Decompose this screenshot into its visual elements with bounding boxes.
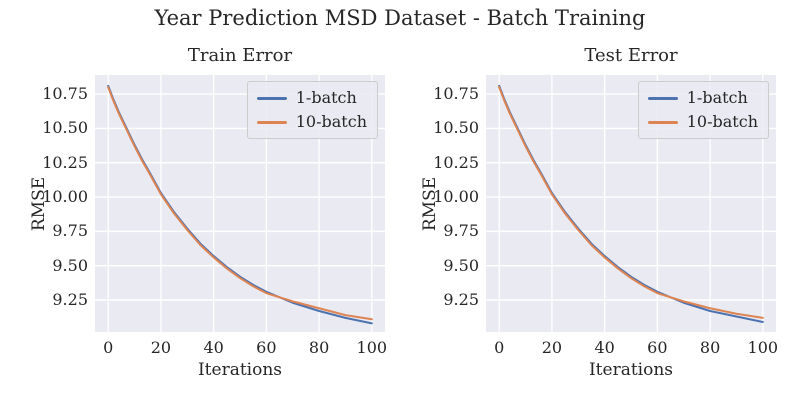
legend-item: 1-batch xyxy=(647,88,758,107)
y-tick-label: 10.25 xyxy=(42,152,88,172)
x-tick-label: 100 xyxy=(356,338,388,357)
plot-area: 1-batch 10-batch xyxy=(486,75,776,332)
x-tick-label: 60 xyxy=(647,338,668,357)
y-tick-label: 9.25 xyxy=(52,290,88,309)
x-tick-label: 60 xyxy=(256,338,277,357)
x-tick-label: 40 xyxy=(594,338,615,357)
y-tick-label: 10.50 xyxy=(42,118,88,138)
x-tick-label: 80 xyxy=(308,338,330,357)
y-tick-label: 9.50 xyxy=(443,255,479,275)
legend: 1-batch 10-batch xyxy=(637,81,769,139)
figure-title: Year Prediction MSD Dataset - Batch Trai… xyxy=(154,6,646,30)
plot-title: Test Error xyxy=(584,45,678,66)
x-tick-label: 80 xyxy=(699,338,721,357)
curve-10-batch xyxy=(498,86,764,319)
legend-line-10batch xyxy=(256,120,287,124)
x-axis-label: Iterations xyxy=(197,360,283,380)
legend-item: 10-batch xyxy=(647,112,758,131)
x-axis-label: Iterations xyxy=(588,360,674,380)
x-tick-label: 20 xyxy=(150,338,172,357)
legend-line-1batch xyxy=(256,96,287,100)
plot-area: 1-batch 10-batch xyxy=(95,75,385,332)
legend-item: 1-batch xyxy=(256,88,367,107)
legend-label: 1-batch xyxy=(686,88,748,107)
y-tick-label: 9.50 xyxy=(52,255,88,275)
curve-10-batch xyxy=(107,86,373,321)
subplot-test-error: Test Error 1-batch 10-batch RMSE Iterati… xyxy=(420,46,778,380)
y-tick-label: 10.00 xyxy=(433,187,479,207)
legend-label: 1-batch xyxy=(295,88,357,107)
y-tick-label: 9.75 xyxy=(443,221,479,241)
y-tick-label: 10.25 xyxy=(433,152,479,172)
legend-line-10batch xyxy=(647,120,678,124)
y-tick-label: 10.75 xyxy=(42,84,88,104)
subplot-train-error: Train Error 1-batch 10-batch RMSE Iterat… xyxy=(29,46,387,380)
y-tick-label: 10.00 xyxy=(42,187,88,207)
legend-item: 10-batch xyxy=(256,112,367,131)
y-tick-label: 10.75 xyxy=(433,84,479,104)
legend-line-1batch xyxy=(647,96,678,100)
y-tick-label: 10.50 xyxy=(433,118,479,138)
x-tick-label: 0 xyxy=(103,338,114,357)
x-tick-label: 20 xyxy=(541,338,563,357)
x-tick-label: 40 xyxy=(203,338,224,357)
y-tick-label: 9.25 xyxy=(443,290,479,309)
legend: 1-batch 10-batch xyxy=(246,81,378,139)
x-tick-label: 100 xyxy=(747,338,779,357)
plot-title: Train Error xyxy=(187,45,293,66)
x-tick-label: 0 xyxy=(494,338,505,357)
legend-label: 10-batch xyxy=(295,112,367,131)
y-tick-label: 9.75 xyxy=(52,221,88,241)
legend-label: 10-batch xyxy=(686,112,758,131)
